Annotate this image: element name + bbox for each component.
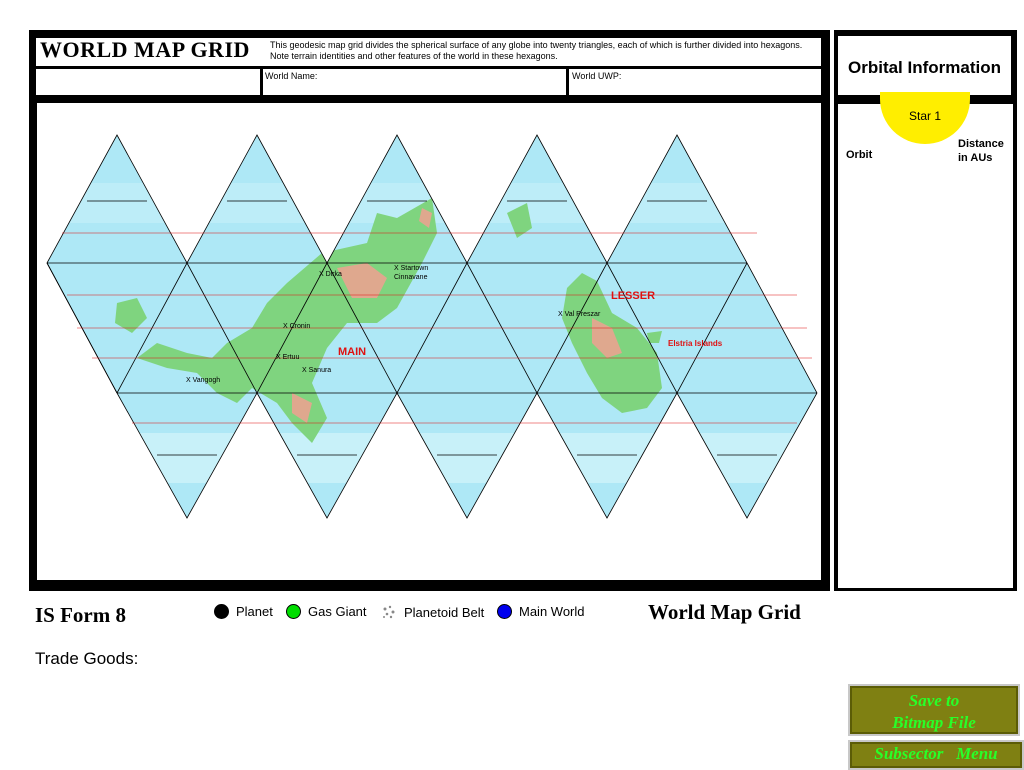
page-title: WORLD MAP GRID [40, 37, 250, 62]
subsector-menu-button[interactable]: Subsector Menu [848, 740, 1024, 770]
place-dirka: X Dirka [319, 271, 342, 278]
header-description: This geodesic map grid divides the spher… [270, 40, 803, 61]
world-name-box[interactable] [263, 69, 566, 95]
form-name: IS Form 8 [35, 603, 126, 627]
map-latitude-lines [62, 232, 812, 424]
place-vangogh: X Vangogh [186, 377, 220, 384]
orbital-title-box [838, 36, 1011, 95]
distance-column-label: Distance in AUs [958, 137, 1018, 165]
orbital-title: Orbital Information [848, 58, 1001, 77]
legend-planetoid-label: Planetoid Belt [404, 604, 485, 620]
main-highlands [292, 208, 432, 423]
header-blank-box [36, 69, 260, 95]
subsector-button-label: Subsector Menu [874, 744, 998, 763]
save-button-line1: Save to [908, 691, 960, 710]
blue-dot-icon [497, 604, 512, 619]
place-startown: X Startown [394, 265, 428, 272]
region-elstria-label: Elstria Islands [668, 339, 723, 348]
save-bitmap-button[interactable]: Save to Bitmap File [848, 684, 1020, 736]
legend-main-world: Main World [497, 604, 585, 619]
world-uwp-box[interactable] [569, 69, 821, 95]
header-box [36, 38, 821, 66]
world-name-label: World Name: [265, 71, 318, 81]
orbit-column-label: Orbit [846, 149, 873, 161]
map-labels: X Dirka X Startown Cinnavane X Cronin X … [186, 265, 723, 384]
legend-planet-label: Planet [236, 604, 273, 619]
trade-goods-label: Trade Goods: [35, 649, 139, 668]
legend-planetoid-belt: Planetoid Belt [381, 604, 484, 620]
west-islands [115, 298, 147, 333]
icosahedral-map[interactable]: X Dirka X Startown Cinnavane X Cronin X … [37, 103, 821, 580]
distance-label-line1: Distance [958, 138, 1004, 150]
region-main-label: MAIN [338, 346, 366, 358]
save-button-line2: Bitmap File [892, 713, 976, 732]
main-continent [137, 198, 437, 443]
legend-planet: Planet [214, 604, 273, 619]
star-label: Star 1 [908, 109, 941, 123]
map-svg: X Dirka X Startown Cinnavane X Cronin X … [46, 134, 818, 519]
green-dot-icon [286, 604, 301, 619]
legend-main-world-label: Main World [519, 604, 585, 619]
legend-gas-giant: Gas Giant [286, 604, 367, 619]
orbital-body [838, 104, 1013, 588]
place-cinnavane: Cinnavane [394, 274, 428, 281]
black-dot-icon [214, 604, 229, 619]
place-cronin: X Cronin [283, 323, 310, 330]
east-island [507, 203, 532, 238]
region-lesser-label: LESSER [611, 290, 655, 302]
place-sanura: X Sanura [302, 367, 331, 374]
asteroid-cluster-icon [383, 605, 395, 619]
legend-gas-giant-label: Gas Giant [308, 604, 367, 619]
world-uwp-label: World UWP: [572, 71, 622, 81]
place-val-preszar: X Val Preszar [558, 311, 601, 318]
grid-name: World Map Grid [648, 600, 801, 624]
elstria-islands [647, 331, 662, 343]
distance-label-line2: in AUs [958, 152, 993, 164]
place-ertuu: X Ertuu [276, 354, 299, 361]
